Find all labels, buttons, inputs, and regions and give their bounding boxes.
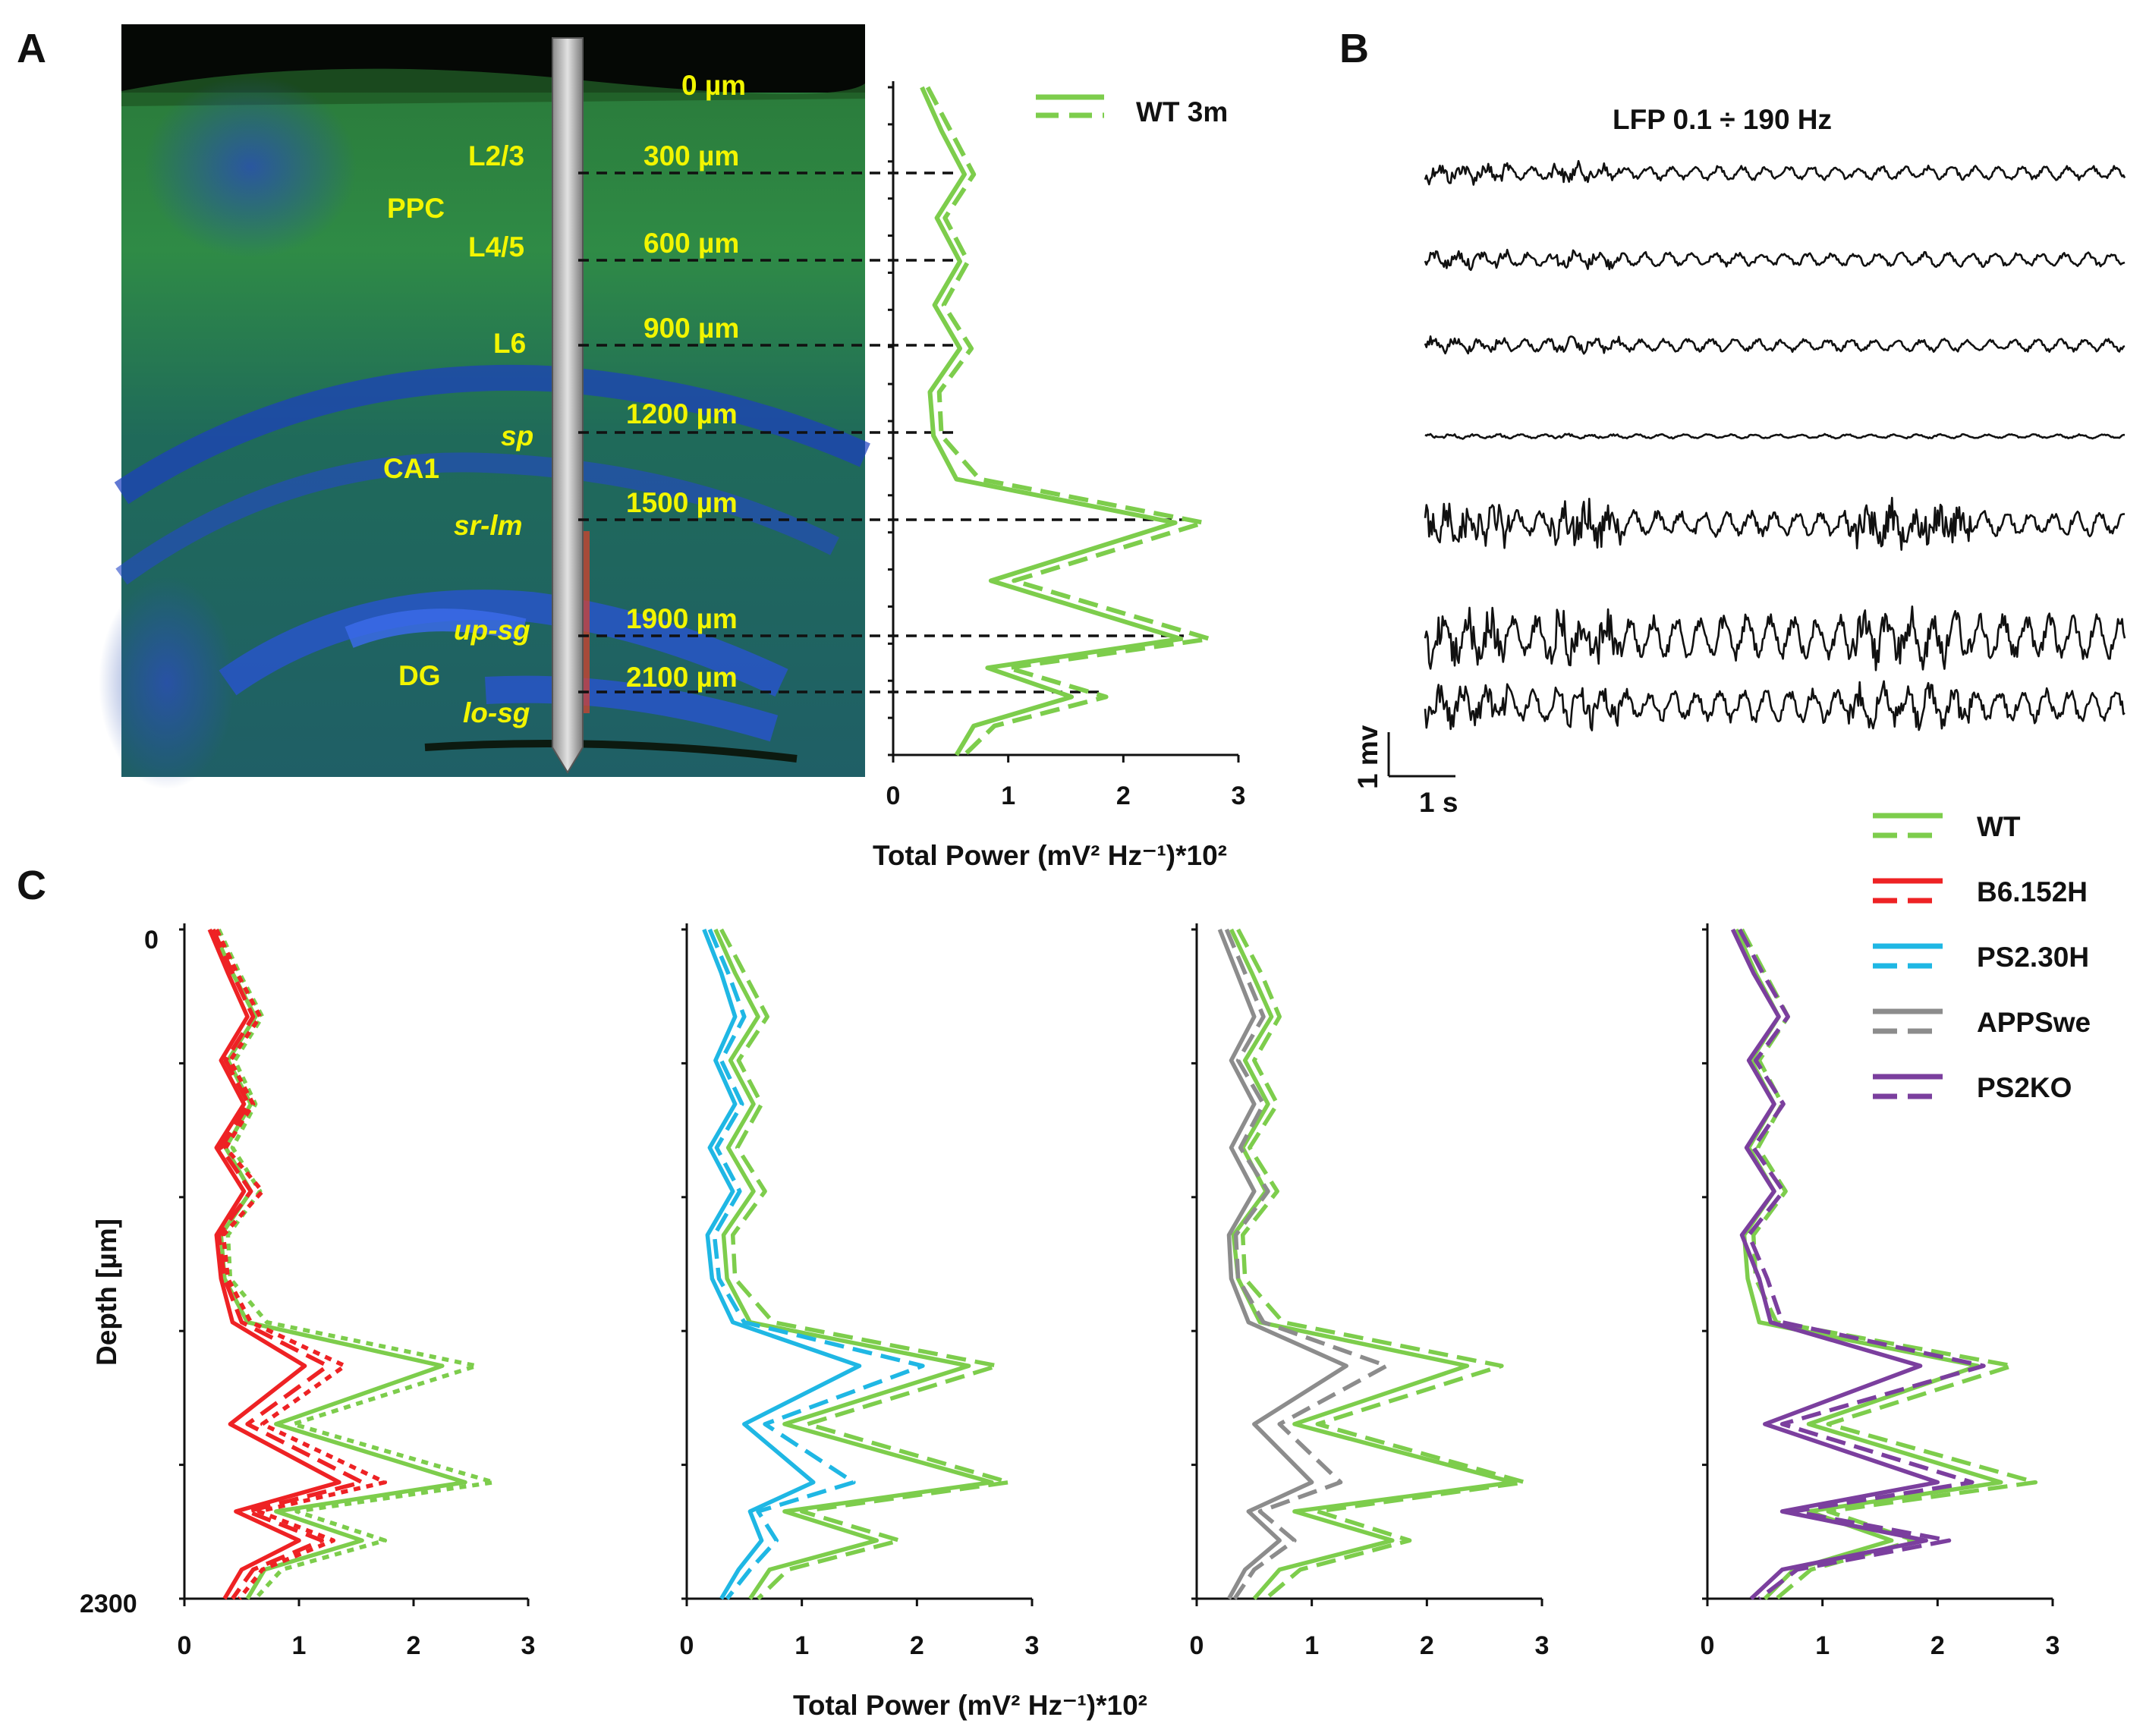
series-line-appswe-solid: [1217, 928, 1348, 1600]
depth-300: 300 µm: [643, 140, 739, 171]
depth-1200: 1200 µm: [626, 398, 738, 429]
panel-c-ylabel: Depth [µm]: [91, 1219, 122, 1366]
x-tick-label: 2: [1930, 1631, 1945, 1660]
depth-1500: 1500 µm: [626, 487, 738, 518]
panel-c-ytick-top: 0: [144, 926, 159, 954]
x-tick-label: 1: [1304, 1631, 1319, 1660]
series-line-ps2ko-dashed: [1738, 928, 1986, 1601]
depth-600: 600 µm: [643, 228, 739, 259]
x-tick-label: 2: [1116, 782, 1131, 810]
x-tick-label: 3: [1232, 782, 1246, 810]
lfp-trace-5: [1424, 496, 2126, 551]
x-tick-label: 2: [910, 1631, 924, 1660]
series-line-wt-dashed: [1236, 928, 1528, 1601]
series-line-ps2-30h-dashed: [707, 928, 925, 1600]
depth-1900: 1900 µm: [626, 603, 738, 634]
series-line-ps2ko-solid: [1730, 928, 1940, 1601]
x-tick-label: 3: [521, 1631, 536, 1660]
legend-label: APPSwe: [1977, 1007, 2091, 1038]
label-l45: L4/5: [468, 231, 524, 263]
legend-label: PS2KO: [1977, 1072, 2072, 1103]
x-tick-label: 3: [2046, 1631, 2060, 1660]
panel-c-ytick-bottom: 2300: [80, 1590, 137, 1618]
panel-a-power-chart: 0 1 2 3: [886, 81, 1246, 810]
lfp-traces: [1424, 159, 2126, 731]
scale-bar: 1 mv 1 s: [1352, 725, 1458, 818]
panel-a-xlabel: Total Power (mV² Hz⁻¹)*10²: [873, 840, 1227, 871]
x-tick-label: 0: [1190, 1631, 1204, 1660]
series-line-appswe-dashed: [1224, 928, 1389, 1600]
legend-label: B6.152H: [1977, 876, 2088, 907]
x-tick-label: 1: [795, 1631, 809, 1660]
label-sr-lm: sr-lm: [454, 510, 522, 541]
series-line-b6-152h-solid: [207, 928, 341, 1600]
label-ca1: CA1: [383, 453, 439, 484]
legend-wt3m-label: WT 3m: [1136, 96, 1228, 127]
scale-bar-v-label: 1 mv: [1352, 725, 1383, 789]
panel-c-xlabel: Total Power (mV² Hz⁻¹)*10²: [793, 1690, 1147, 1721]
series-line-wt-dashed: [719, 928, 1012, 1600]
series-line-wt-solid: [211, 928, 467, 1600]
panel-c-1: 0 1 2 3: [178, 923, 536, 1660]
series-line-wt-dotted: [216, 928, 496, 1600]
panel-letter-a: A: [17, 26, 46, 71]
panel-a: 0 1 2 3: [886, 81, 1246, 810]
panel-letter-b: B: [1339, 26, 1369, 71]
panel-c-2: 0 1 2 3: [680, 923, 1040, 1660]
x-tick-label: 2: [1420, 1631, 1434, 1660]
series-line-wt-solid: [713, 928, 994, 1600]
scale-bar-t-label: 1 s: [1419, 787, 1458, 818]
depth-0: 0 µm: [681, 70, 746, 101]
panel-a-legend: WT 3m: [1036, 94, 1228, 127]
legend-item-b6-152h: B6.152H: [1873, 876, 2088, 907]
lfp-trace-6: [1424, 605, 2126, 671]
lfp-trace-3: [1424, 335, 2126, 355]
panel-letter-c: C: [17, 863, 46, 908]
legend-item-wt: WT: [1873, 811, 2021, 842]
panel-c-charts: 0 1 2 3 0 1 2 3 0 1 2 3 0 1 2 3: [178, 923, 2060, 1660]
series-line-b6-152h-dashed: [211, 928, 364, 1600]
x-tick-label: 0: [680, 1631, 694, 1660]
panel-c-3: 0 1 2 3: [1190, 923, 1550, 1660]
lfp-trace-7: [1424, 680, 2126, 731]
x-tick-label: 1: [1001, 782, 1015, 810]
panel-c-4: 0 1 2 3: [1701, 923, 2060, 1660]
label-l23: L2/3: [468, 140, 524, 171]
panel-c-legend: WT B6.152H PS2.30H APPSwe PS2KO: [1873, 811, 2091, 1103]
label-lo-sg: lo-sg: [463, 697, 530, 728]
legend-item-appswe: APPSwe: [1873, 1007, 2091, 1038]
x-tick-label: 2: [407, 1631, 421, 1660]
x-tick-label: 3: [1535, 1631, 1550, 1660]
histology-labels: L2/3 PPC L4/5 L6 CA1 sp sr-lm up-sg DG l…: [383, 70, 746, 728]
x-tick-label: 0: [886, 782, 901, 810]
x-tick-label: 1: [292, 1631, 307, 1660]
x-tick-label: 3: [1025, 1631, 1040, 1660]
label-dg: DG: [398, 660, 441, 691]
series-line-wt-3m-solid: [920, 86, 1184, 756]
depth-guide-lines: [578, 171, 1184, 693]
series-line-ps2-30h-solid: [702, 928, 862, 1600]
x-tick-label: 1: [1815, 1631, 1830, 1660]
series-line-wt-solid: [1229, 928, 1515, 1600]
series-line-wt-3m-dashed: [925, 86, 1213, 757]
legend-label: WT: [1977, 811, 2021, 842]
series-line-b6-152h-dotted: [214, 928, 388, 1600]
label-sp: sp: [501, 420, 533, 451]
depth-2100: 2100 µm: [626, 662, 738, 693]
label-ppc: PPC: [387, 193, 445, 224]
legend-item-ps2ko: PS2KO: [1873, 1072, 2072, 1103]
label-l6: L6: [493, 328, 526, 359]
x-tick-label: 0: [1701, 1631, 1715, 1660]
legend-item-ps2-30h: PS2.30H: [1873, 942, 2089, 973]
lfp-trace-4: [1424, 432, 2125, 440]
lfp-title: LFP 0.1 ÷ 190 Hz: [1613, 104, 1832, 135]
x-tick-label: 0: [178, 1631, 192, 1660]
label-up-sg: up-sg: [454, 615, 530, 646]
histology-image: [99, 24, 870, 789]
lfp-trace-2: [1424, 248, 2126, 272]
legend-label: PS2.30H: [1977, 942, 2089, 973]
lfp-trace-1: [1424, 159, 2126, 186]
depth-900: 900 µm: [643, 313, 739, 344]
